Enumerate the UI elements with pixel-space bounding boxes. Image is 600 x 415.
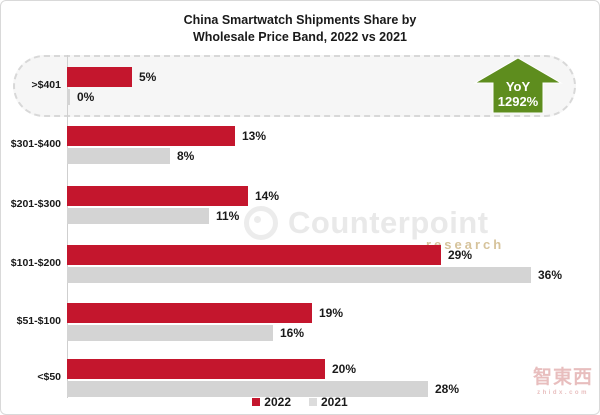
chart-title: China Smartwatch Shipments Share by Whol… xyxy=(1,12,599,46)
category-label: >$401 xyxy=(31,79,62,91)
bar-value-2022: 20% xyxy=(332,362,357,376)
bar-2021 xyxy=(67,325,273,341)
legend-swatch-icon xyxy=(252,398,261,406)
legend-swatch-icon xyxy=(309,398,317,406)
counterpoint-watermark-text: Counterpoint xyxy=(288,205,489,240)
chart-title-line2: Wholesale Price Band, 2022 vs 2021 xyxy=(192,29,407,44)
legend-item-2021: 2021 xyxy=(309,395,348,409)
yoy-arrow-badge: YoY 1292% xyxy=(473,58,563,113)
bar-2021 xyxy=(67,208,209,224)
bar-value-2021: 16% xyxy=(280,326,305,340)
bar-value-2022: 19% xyxy=(319,306,344,320)
legend-label: 2021 xyxy=(321,395,348,409)
category-label: $101-$200 xyxy=(10,257,61,269)
yoy-label: YoY xyxy=(505,79,531,94)
bar-2022 xyxy=(67,359,325,379)
zhidx-watermark-domain: zhidx.com xyxy=(537,389,589,396)
counterpoint-logo-icon xyxy=(244,206,278,240)
legend-label: 2022 xyxy=(264,395,291,409)
bar-2022 xyxy=(67,126,235,146)
bar-2021 xyxy=(67,267,531,283)
bar-value-2022: 29% xyxy=(448,248,473,262)
category-label: $301-$400 xyxy=(10,138,61,150)
bar-2022 xyxy=(67,67,132,87)
zhidx-watermark: 智東西 zhidx.com xyxy=(533,367,593,396)
category-label: $201-$300 xyxy=(10,198,61,210)
counterpoint-watermark: Counterpoint xyxy=(244,205,489,241)
bar-value-2021: 11% xyxy=(216,209,240,223)
bar-value-2022: 14% xyxy=(255,189,280,203)
bar-value-2021: 8% xyxy=(177,149,195,163)
chart-title-line1: China Smartwatch Shipments Share by xyxy=(183,13,417,27)
bar-2022 xyxy=(67,245,441,265)
yoy-value: 1292% xyxy=(497,94,539,109)
up-arrow-icon xyxy=(473,58,563,113)
bar-value-2021: 0% xyxy=(77,90,95,104)
bar-value-2022: 5% xyxy=(139,70,157,84)
category-label: <$50 xyxy=(37,371,61,383)
bar-2021 xyxy=(67,89,70,105)
bar-value-2021: 36% xyxy=(538,268,563,282)
legend-item-2022: 2022 xyxy=(252,395,291,409)
legend: 2022 2021 xyxy=(1,395,599,409)
axis-line xyxy=(67,55,68,398)
category-label: $51-$100 xyxy=(16,315,61,327)
bar-2021 xyxy=(67,381,428,397)
bar-2022 xyxy=(67,303,312,323)
bar-2021 xyxy=(67,148,170,164)
bar-value-2022: 13% xyxy=(242,129,267,143)
bar-value-2021: 28% xyxy=(435,382,460,396)
counterpoint-watermark-sub: research xyxy=(426,237,505,252)
zhidx-watermark-text: 智東西 xyxy=(532,367,593,388)
bar-2022 xyxy=(67,186,248,206)
